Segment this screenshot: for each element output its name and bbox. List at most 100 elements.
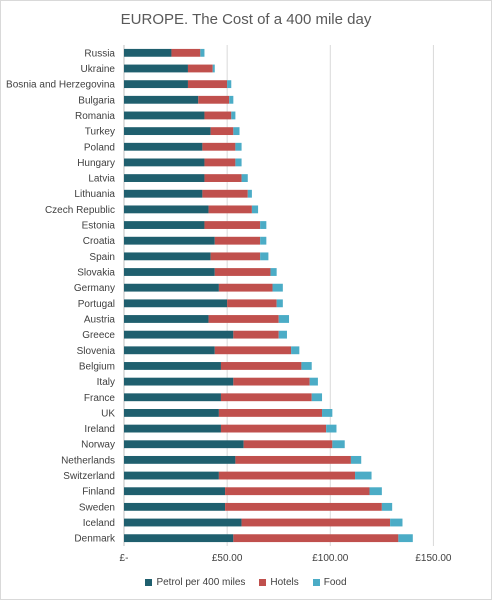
bar-segment [243,440,333,449]
category-label: Finland [82,487,115,498]
bar-segment [247,189,252,198]
bar-segment [369,487,382,496]
bar-segment [260,236,267,245]
bar-segment [398,534,413,543]
bar-segment [260,252,269,261]
x-tick-label: £50.00 [212,553,243,564]
bar-segment [124,502,226,511]
bar-segment [260,221,267,229]
bar-segment [233,534,399,543]
bar-segment [326,424,337,433]
x-tick-label: £150.00 [415,553,452,564]
category-label: Norway [81,440,115,451]
bar-segment [208,315,279,323]
bar-segment [124,268,215,276]
category-label: Russia [84,48,115,59]
bar-segment [278,315,290,323]
bar-segment [124,534,234,543]
bar-segment [235,158,242,167]
bar-segment [322,409,333,417]
bar-segment [198,95,230,104]
bar-segment [241,518,391,527]
bar-segment [124,174,205,182]
bar-segment [220,424,327,433]
bar-segment [278,330,287,339]
bar-segment [187,64,213,73]
bar-segment [124,346,215,355]
bar-segment [204,111,232,120]
bar-segment [233,127,240,136]
bar-segment [227,299,277,308]
bar-segment [233,377,310,386]
bar-segment [124,409,219,417]
bar-segment [390,518,403,527]
bar-segment [332,440,345,449]
category-label: Bulgaria [78,95,115,106]
bar-segment [124,487,226,496]
bar-segment [241,174,248,182]
category-label: Ireland [84,424,115,435]
category-label: Bosnia and Herzegovina [6,80,115,91]
bar-segment [200,48,205,57]
bar-segment [124,393,221,402]
category-label: Czech Republic [45,205,115,216]
category-label: Turkey [85,127,115,138]
bar-segment [124,518,242,527]
bar-segment [225,487,370,496]
bar-segment [204,174,242,182]
bar-segment [204,158,236,167]
bar-segment [220,362,302,370]
legend-item: Food [312,577,347,588]
bar-segment [229,95,234,104]
legend-swatch [259,579,267,586]
category-label: Croatia [83,236,116,247]
category-label: Germany [74,283,115,294]
category-label: Austria [84,314,116,325]
category-label: Ukraine [81,64,116,75]
bar-segment [124,111,205,120]
category-label: Romania [75,111,115,122]
bar-segment [214,268,271,276]
bar-segment [270,268,277,276]
bar-segment [220,393,312,402]
bar-segment [218,471,356,480]
bar-segment [124,127,211,136]
bar-segment [124,64,188,73]
category-label: Italy [97,377,115,388]
legend-label: Food [323,577,347,588]
category-label: Iceland [83,518,115,529]
bar-segment [124,362,221,370]
category-label: Netherlands [61,455,115,466]
bar-segment [202,189,248,198]
category-label: France [84,393,116,404]
bar-segment [124,471,219,480]
bar-segment [124,330,234,339]
bar-segment [276,299,283,308]
category-label: Slovakia [77,268,115,279]
bar-segment [171,48,201,57]
bar-segment [214,346,292,355]
legend-label: Petrol per 400 miles [156,577,246,588]
legend-item: Petrol per 400 miles [145,577,245,588]
chart-legend: Petrol per 400 miles Hotels Food [1,577,491,588]
bar-segment [124,189,203,198]
x-tick-label: £- [120,553,129,564]
bar-segment [218,409,323,417]
bar-segment [235,142,242,151]
bar-segment [231,111,236,120]
bar-segment [124,440,244,449]
bar-segment [272,283,283,292]
bar-segment [251,205,259,214]
bar-segment [381,502,393,511]
bar-segment [124,283,219,292]
bar-segment [124,158,205,167]
bar-segment [350,455,362,464]
bar-segment [225,502,382,511]
legend-item: Hotels [259,577,299,588]
bar-segment [208,205,252,214]
bar-segment [124,299,228,308]
category-label: Poland [84,142,115,153]
legend-swatch [312,579,320,586]
